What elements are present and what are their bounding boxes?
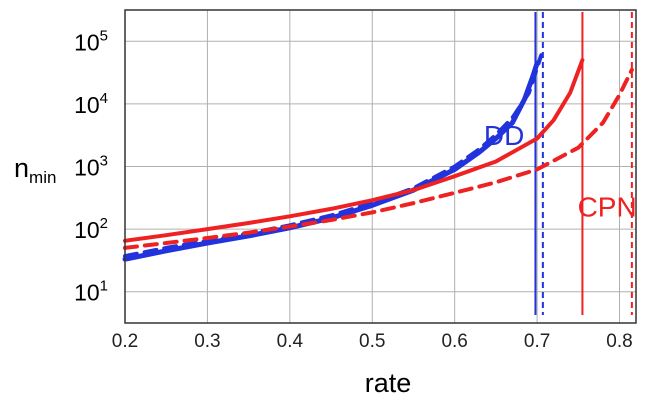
y-tick-label: 105 bbox=[74, 27, 108, 55]
y-tick-base: 10 bbox=[74, 92, 100, 118]
series-line-dd-dashed bbox=[123, 53, 544, 259]
annotation-dd: DD bbox=[484, 120, 524, 151]
y-tick-exponent: 2 bbox=[100, 215, 108, 232]
annotation-cpn: CPN bbox=[578, 191, 637, 222]
y-axis-label: nmin bbox=[14, 153, 56, 187]
plot-frame bbox=[124, 9, 637, 324]
y-tick-label: 103 bbox=[74, 153, 108, 181]
series-group bbox=[122, 12, 634, 315]
y-tick-base: 10 bbox=[74, 217, 100, 243]
x-tick-label: 0.3 bbox=[194, 331, 220, 352]
y-tick-label: 104 bbox=[74, 90, 108, 118]
x-axis-label: rate bbox=[365, 368, 412, 398]
series-line-cpn-dashed bbox=[123, 67, 634, 250]
x-tick-label: 0.8 bbox=[606, 331, 632, 352]
annotations: DD CPN bbox=[484, 120, 637, 222]
y-tick-exponent: 5 bbox=[100, 27, 108, 44]
series-line-cpn-solid bbox=[123, 58, 585, 243]
x-tick-label: 0.4 bbox=[277, 331, 304, 352]
x-tick-labels: 0.2 0.3 0.4 0.5 0.6 0.7 0.8 bbox=[112, 331, 633, 352]
y-axis-label-base: n bbox=[14, 153, 29, 183]
y-tick-exponent: 4 bbox=[100, 90, 108, 107]
y-tick-base: 10 bbox=[74, 155, 100, 181]
x-tick-label: 0.2 bbox=[112, 331, 138, 352]
y-tick-base: 10 bbox=[74, 29, 100, 55]
x-tick-label: 0.5 bbox=[359, 331, 385, 352]
y-tick-label: 102 bbox=[74, 215, 108, 243]
y-tick-base: 10 bbox=[74, 280, 100, 306]
x-tick-label: 0.6 bbox=[441, 331, 467, 352]
y-tick-exponent: 1 bbox=[100, 278, 108, 295]
y-axis-label-sub: min bbox=[29, 168, 56, 187]
y-tick-exponent: 3 bbox=[100, 153, 108, 170]
y-tick-label: 101 bbox=[74, 278, 108, 306]
x-tick-label: 0.7 bbox=[524, 331, 550, 352]
